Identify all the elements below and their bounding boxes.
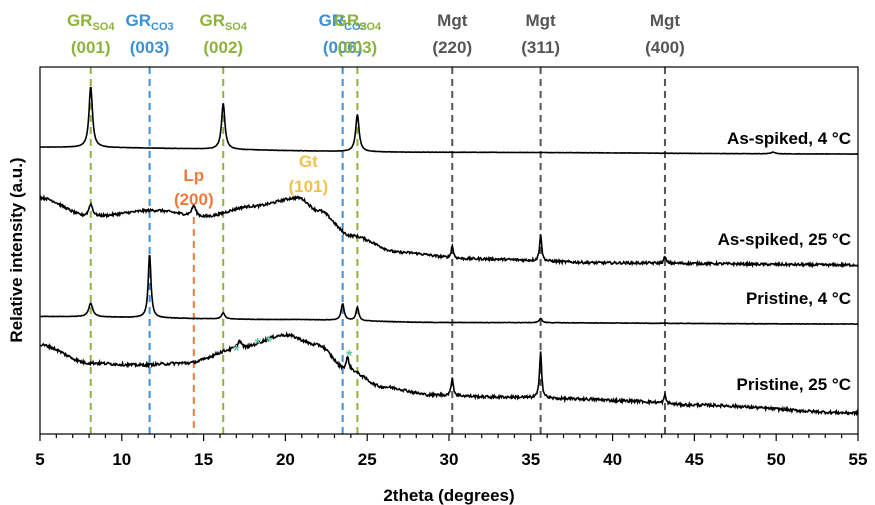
ref-phase-label-2: GRSO4 bbox=[199, 11, 247, 33]
ref-hkl-label-3: (006) bbox=[323, 38, 363, 57]
x-tick-label-5: 30 bbox=[440, 450, 459, 469]
axes bbox=[39, 66, 859, 435]
x-tick-label-8: 45 bbox=[685, 450, 704, 469]
x-axis-ticks: 5 10 15 20 25 30 35 40 45 50 55 bbox=[35, 434, 867, 469]
x-tick-label-4: 25 bbox=[358, 450, 377, 469]
gt-hkl-label: (101) bbox=[288, 177, 328, 196]
gt-phase-label: Gt bbox=[299, 152, 318, 171]
ref-hkl-label-2: (002) bbox=[203, 38, 243, 57]
ref-phase-subscript-1: CO3 bbox=[151, 21, 174, 33]
series-line-2 bbox=[39, 254, 859, 326]
ref-phase-name-0: GR bbox=[67, 11, 93, 30]
y-axis-label: Relative intensity (a.u.) bbox=[7, 157, 26, 342]
ref-phase-subscript-0: SO4 bbox=[92, 21, 115, 33]
ref-phase-name-7: Mgt bbox=[650, 11, 681, 30]
series-label-2: Pristine, 4 °C bbox=[746, 289, 851, 308]
series-label-0: As-spiked, 4 °C bbox=[727, 129, 851, 148]
series-line-0 bbox=[39, 86, 859, 156]
ref-phase-subscript-2: SO4 bbox=[225, 21, 248, 33]
plot-frame bbox=[39, 66, 859, 435]
ref-phase-subscript-3: CO3 bbox=[344, 21, 367, 33]
lp-hkl-label: (200) bbox=[174, 190, 214, 209]
x-tick-label-10: 55 bbox=[849, 450, 868, 469]
asterisk-marker-1: * bbox=[254, 336, 261, 353]
ref-phase-subscript-4: SO4 bbox=[359, 21, 382, 33]
x-tick-label-0: 5 bbox=[35, 450, 44, 469]
ref-phase-name-6: Mgt bbox=[526, 11, 557, 30]
ref-phase-name-4: GR bbox=[334, 11, 360, 30]
x-tick-label-9: 50 bbox=[767, 450, 786, 469]
ref-phase-name-2: GR bbox=[199, 11, 225, 30]
series-label-1: As-spiked, 25 °C bbox=[718, 230, 851, 249]
ref-phase-label-1: GRCO3 bbox=[126, 11, 174, 33]
ref-phase-label-4: GRSO4 bbox=[334, 11, 382, 33]
ref-hkl-label-6: (311) bbox=[521, 38, 560, 57]
asterisk-marker-0: * bbox=[233, 343, 240, 360]
ref-hkl-label-0: (001) bbox=[71, 38, 111, 57]
asterisk-marker-3: * bbox=[346, 348, 353, 365]
asterisk-marker-2: * bbox=[266, 334, 273, 351]
ref-phase-name-5: Mgt bbox=[437, 11, 468, 30]
lp-phase-label: Lp bbox=[183, 166, 204, 185]
ref-phase-name-1: GR bbox=[126, 11, 152, 30]
reference-lines: GRSO4(001)GRCO3(003)GRSO4(002)GRCO3(006)… bbox=[67, 11, 685, 434]
ref-phase-label-0: GRSO4 bbox=[67, 11, 115, 33]
ref-phase-label-6: Mgt bbox=[526, 11, 557, 30]
ref-hkl-label-5: (220) bbox=[432, 38, 472, 57]
series-line-3 bbox=[39, 330, 859, 417]
x-tick-label-6: 35 bbox=[521, 450, 540, 469]
ref-phase-name-3: GR bbox=[319, 11, 345, 30]
ref-phase-label-5: Mgt bbox=[437, 11, 468, 30]
series-line-1 bbox=[39, 194, 859, 269]
x-tick-label-7: 40 bbox=[603, 450, 622, 469]
diffraction-patterns: As-spiked, 4 °C As-spiked, 25 °C Pristine,… bbox=[39, 86, 859, 417]
x-axis-label: 2theta (degrees) bbox=[383, 486, 514, 505]
ref-hkl-label-1: (003) bbox=[130, 38, 170, 57]
ref-phase-label-3: GRCO3 bbox=[319, 11, 367, 33]
x-tick-label-3: 20 bbox=[276, 450, 295, 469]
series-label-3: Pristine, 25 °C bbox=[736, 375, 851, 394]
ref-hkl-label-7: (400) bbox=[645, 38, 685, 57]
x-tick-label-2: 15 bbox=[194, 450, 213, 469]
ref-hkl-label-4: (003) bbox=[338, 38, 378, 57]
ref-phase-label-7: Mgt bbox=[650, 11, 681, 30]
annotations: * * * * bbox=[233, 334, 353, 365]
x-tick-label-1: 10 bbox=[112, 450, 131, 469]
